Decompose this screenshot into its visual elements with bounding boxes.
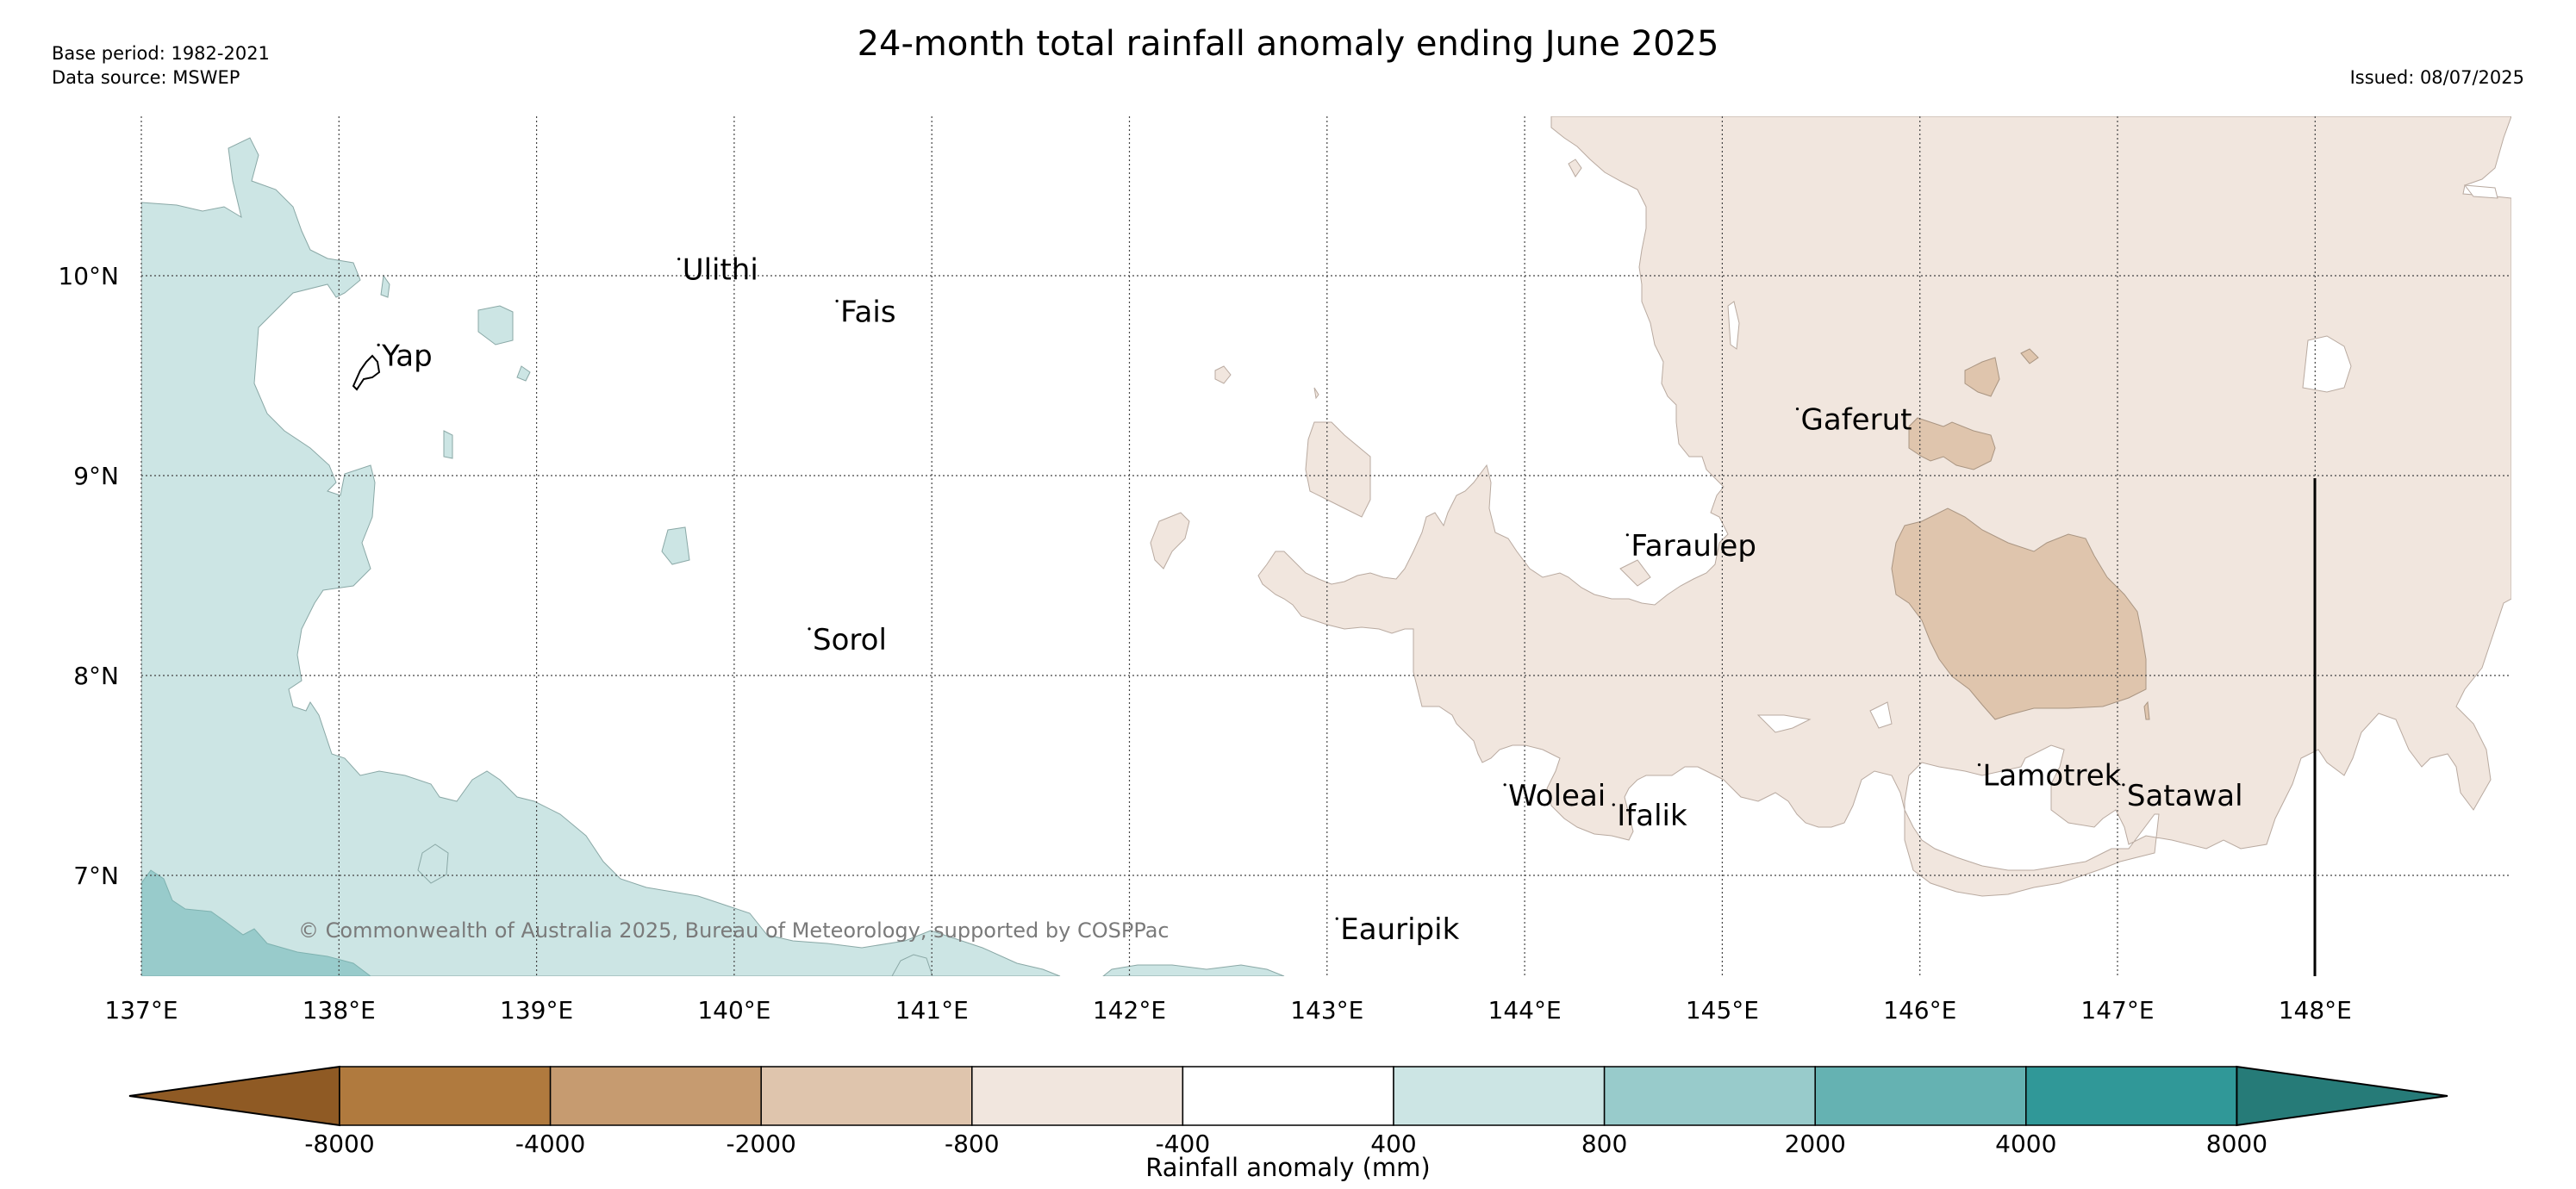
data-source-text: Data source: MSWEP: [52, 67, 240, 88]
place-marker: [2122, 783, 2125, 787]
lon-tick-label: 146°E: [1883, 996, 1956, 1024]
lon-tick-label: 143°E: [1290, 996, 1363, 1024]
lat-tick-label: 9°N: [73, 462, 119, 490]
anomaly-region-negative-strong: [1891, 348, 2150, 720]
anomaly-islands-positive: [380, 274, 690, 884]
colorbar-label: -4000: [515, 1130, 585, 1158]
place-marker: [1795, 408, 1799, 411]
place-label-yap: Yap: [381, 339, 433, 373]
lat-tick-label: 7°N: [73, 862, 119, 890]
colorbar-segment: [1393, 1066, 1606, 1126]
colorbar-segment: [2025, 1066, 2238, 1126]
place-label-ulithi: Ulithi: [683, 253, 758, 288]
colorbar-label: 800: [1581, 1130, 1627, 1158]
place-labels: Yap Ulithi Fais Sorol Gaferut Faraulep Woleai I…: [377, 253, 2243, 947]
page-title: 24-month total rainfall anomaly ending J…: [857, 24, 1719, 64]
place-label-woleai: Woleai: [1508, 779, 1606, 813]
map-gridlines: [140, 116, 2511, 976]
longitude-labels: 137°E 138°E 139°E 140°E 141°E 142°E 143°E 144°E…: [104, 996, 2351, 1024]
place-label-satawal: Satawal: [2127, 779, 2243, 813]
colorbar-label: -800: [945, 1130, 1000, 1158]
yap-island-outline: [352, 354, 381, 391]
anomaly-region-negative-east: [1257, 116, 2511, 897]
colorbar-label: -400: [1156, 1130, 1211, 1158]
lon-tick-label: 147°E: [2080, 996, 2154, 1024]
issued-date-text: Issued: 08/07/2025: [2349, 67, 2524, 88]
place-marker: [677, 258, 681, 261]
colorbar: -8000 -4000 -2000 -800 -400 400 800 2000 4000 800…: [128, 1065, 2448, 1158]
place-label-lamotrek: Lamotrek: [1982, 759, 2121, 794]
place-marker: [835, 299, 839, 302]
lon-tick-label: 140°E: [697, 996, 770, 1024]
lon-tick-label: 137°E: [104, 996, 178, 1024]
colorbar-segment: [1182, 1066, 1394, 1126]
colorbar-title: Rainfall anomaly (mm): [1145, 1153, 1431, 1182]
lat-tick-label: 8°N: [73, 662, 119, 690]
anomaly-fill-layer: [141, 116, 2511, 976]
place-label-gaferut: Gaferut: [1801, 403, 1912, 438]
colorbar-extend-high: [2236, 1065, 2448, 1127]
place-marker: [1625, 533, 1629, 537]
colorbar-segment: [760, 1066, 973, 1126]
colorbar-label: 2000: [1785, 1130, 1846, 1158]
lon-tick-label: 139°E: [500, 996, 573, 1024]
colorbar-label: 400: [1370, 1130, 1416, 1158]
place-label-faraulep: Faraulep: [1631, 529, 1756, 563]
anomaly-region-positive-west: [141, 137, 1061, 976]
place-marker: [377, 343, 380, 346]
place-label-ifalik: Ifalik: [1617, 799, 1687, 833]
colorbar-label: 8000: [2206, 1130, 2267, 1158]
colorbar-segment: [1814, 1066, 2027, 1126]
base-period-text: Base period: 1982-2021: [52, 43, 270, 64]
colorbar-segment: [1603, 1066, 1816, 1126]
anomaly-region-positive-se: [891, 954, 1285, 976]
place-label-sorol: Sorol: [813, 623, 887, 657]
place-marker: [1977, 763, 1981, 767]
colorbar-label: 4000: [1995, 1130, 2056, 1158]
place-marker: [1612, 803, 1615, 806]
colorbar-extend-low: [128, 1065, 340, 1127]
copyright-text: © Commonwealth of Australia 2025, Bureau…: [298, 918, 1169, 943]
anomaly-islands-negative: [1150, 159, 1651, 587]
lon-tick-label: 141°E: [895, 996, 969, 1024]
lon-tick-label: 144°E: [1488, 996, 1562, 1024]
lat-tick-label: 10°N: [58, 262, 119, 290]
place-marker: [1503, 783, 1506, 787]
place-marker: [808, 627, 811, 631]
lon-tick-label: 138°E: [303, 996, 376, 1024]
place-marker: [1335, 917, 1338, 920]
colorbar-segment: [971, 1066, 1184, 1126]
lon-tick-label: 148°E: [2279, 996, 2352, 1024]
place-label-fais: Fais: [840, 295, 895, 329]
colorbar-label: -2000: [727, 1130, 796, 1158]
colorbar-label: -8000: [304, 1130, 374, 1158]
lon-tick-label: 142°E: [1093, 996, 1166, 1024]
colorbar-segment: [339, 1066, 552, 1126]
latitude-labels: 10°N 9°N 8°N 7°N: [58, 262, 119, 890]
colorbar-segment: [549, 1066, 762, 1126]
place-label-eauripik: Eauripik: [1340, 912, 1459, 947]
anomaly-region-positive-strong-sw: [141, 869, 371, 976]
lon-tick-label: 145°E: [1686, 996, 1759, 1024]
